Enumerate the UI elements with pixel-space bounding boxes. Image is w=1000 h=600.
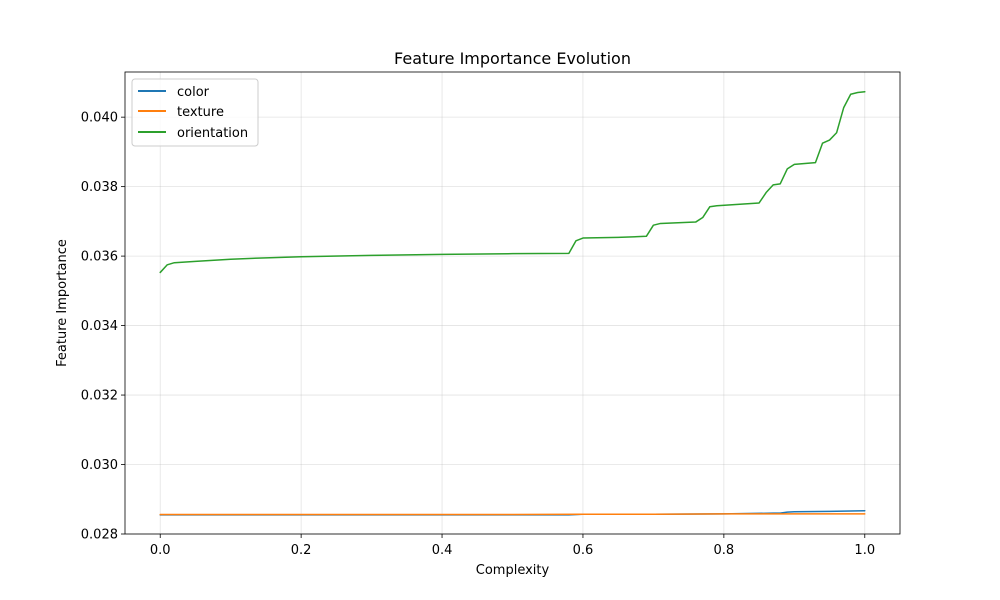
x-tick-label: 0.2 [291,543,312,558]
plot-area-frame [124,71,901,535]
ticks: 0.0 0.2 0.4 0.6 0.8 1.0 0.028 0.030 0.032 0.034 0.… [81,111,875,558]
series-line-texture [159,513,866,516]
legend-label-color: color [177,85,210,100]
y-axis-label: Feature Importance [55,239,70,367]
x-tick-label: 0.6 [573,543,594,558]
legend-box [131,78,259,147]
legend-label-texture: texture [177,105,224,120]
legend-label-orientation: orientation [177,126,248,141]
series-line-orientation [159,91,866,274]
y-tick-label: 0.034 [81,319,118,334]
x-axis-label: Complexity [476,563,550,578]
y-tick-label: 0.030 [81,458,118,473]
chart-title: Feature Importance Evolution [394,49,631,68]
y-tick-label: 0.028 [81,528,118,543]
y-tick-label: 0.036 [81,250,118,265]
x-tick-label: 0.4 [432,543,453,558]
y-tick-label: 0.032 [81,389,118,404]
legend: color texture orientation [131,78,259,147]
x-tick-label: 0.8 [714,543,735,558]
x-tick-label: 1.0 [854,543,875,558]
y-tick-label: 0.040 [81,111,118,126]
series-group [159,91,866,516]
x-tick-label: 0.0 [150,543,171,558]
y-tick-label: 0.038 [81,180,118,195]
